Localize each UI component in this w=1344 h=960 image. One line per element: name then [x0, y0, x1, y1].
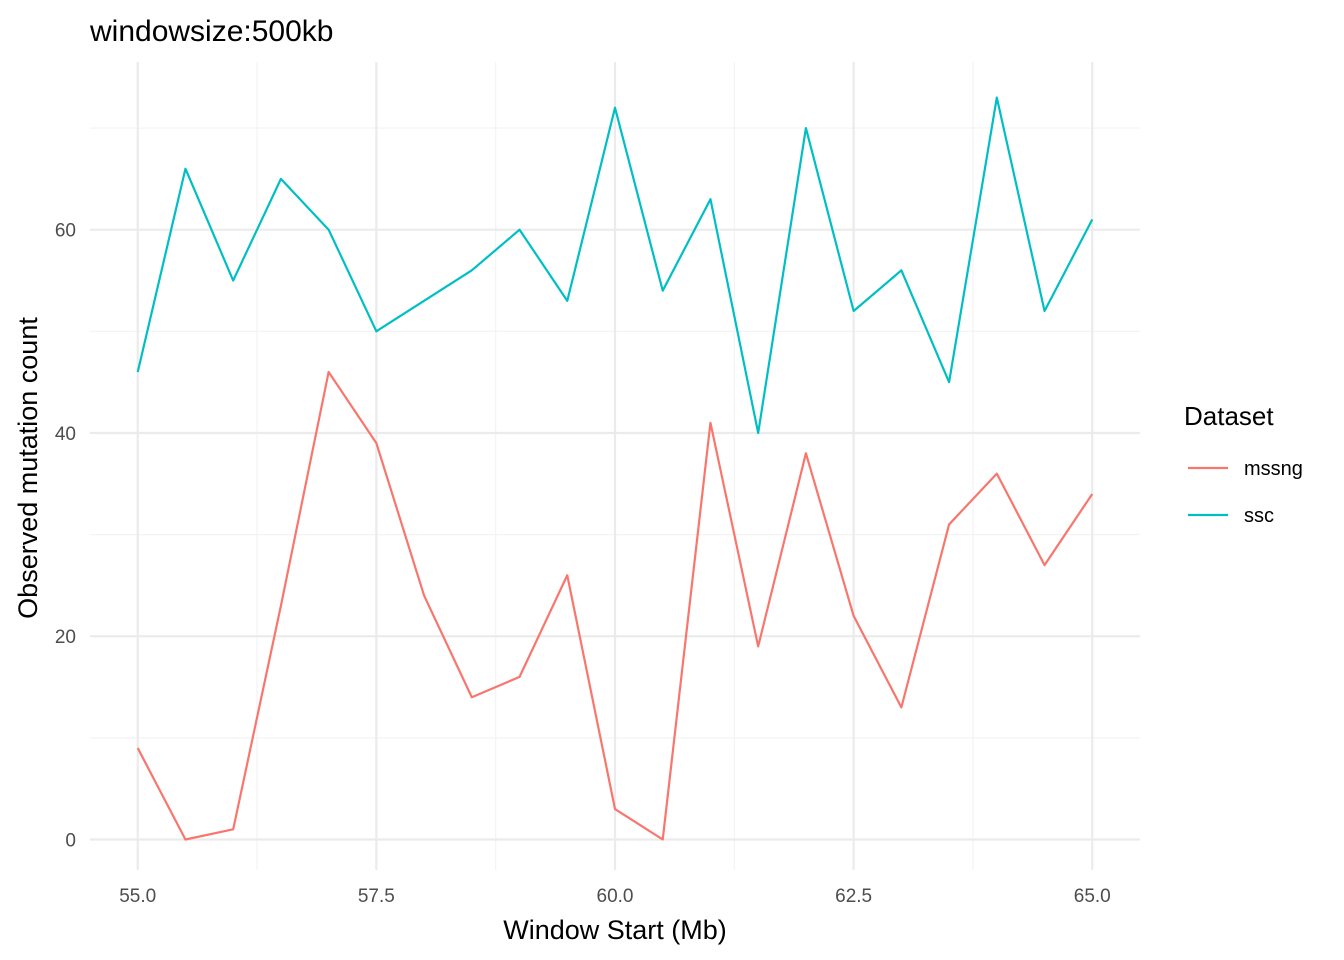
- y-axis-title: Observed mutation count: [13, 317, 43, 619]
- x-tick-label: 55.0: [119, 886, 156, 907]
- series-line-ssc: [136, 96, 1094, 435]
- y-tick-label: 60: [55, 221, 76, 242]
- y-tick-label: 40: [55, 424, 76, 445]
- legend-label-ssc: ssc: [1244, 505, 1274, 527]
- series-line-mssng: [136, 370, 1094, 841]
- legend-label-mssng: mssng: [1244, 458, 1303, 480]
- y-tick-label: 20: [55, 627, 76, 648]
- x-axis-title: Window Start (Mb): [503, 915, 727, 945]
- x-tick-label: 65.0: [1074, 886, 1111, 907]
- legend: Dataset mssng ssc: [1184, 401, 1303, 527]
- x-tick-label: 57.5: [358, 886, 395, 907]
- grid-lines: [90, 62, 1140, 870]
- x-tick-label: 60.0: [597, 886, 634, 907]
- series-lines: [136, 96, 1094, 841]
- x-axis-ticks: 55.0 57.5 60.0 62.5 65.0: [119, 886, 1111, 907]
- legend-title: Dataset: [1184, 401, 1274, 431]
- y-tick-label: 0: [65, 831, 76, 852]
- y-axis-ticks: 0 20 40 60: [55, 221, 76, 852]
- x-tick-label: 62.5: [835, 886, 872, 907]
- chart-title: windowsize:500kb: [89, 15, 333, 48]
